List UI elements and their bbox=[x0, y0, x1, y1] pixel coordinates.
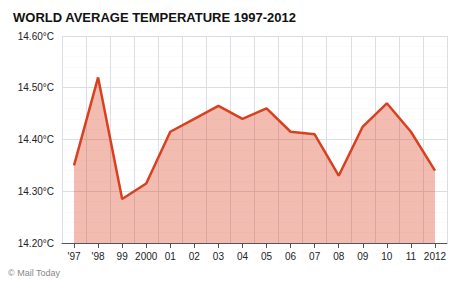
svg-text:11: 11 bbox=[406, 251, 417, 262]
svg-text:14.50°C: 14.50°C bbox=[18, 82, 54, 93]
svg-text:02: 02 bbox=[189, 251, 201, 262]
svg-text:08: 08 bbox=[333, 251, 345, 262]
svg-text:06: 06 bbox=[285, 251, 297, 262]
svg-text:14.40°C: 14.40°C bbox=[18, 134, 54, 145]
svg-text:2012: 2012 bbox=[424, 251, 447, 262]
svg-text:99: 99 bbox=[117, 251, 129, 262]
svg-text:'98: '98 bbox=[92, 251, 105, 262]
svg-text:07: 07 bbox=[309, 251, 321, 262]
svg-text:2000: 2000 bbox=[135, 251, 158, 262]
svg-text:03: 03 bbox=[213, 251, 225, 262]
svg-text:01: 01 bbox=[165, 251, 177, 262]
svg-text:04: 04 bbox=[237, 251, 249, 262]
svg-text:09: 09 bbox=[357, 251, 369, 262]
svg-text:WORLD AVERAGE TEMPERATURE 1997: WORLD AVERAGE TEMPERATURE 1997-2012 bbox=[13, 10, 296, 25]
svg-text:'97: '97 bbox=[68, 251, 81, 262]
svg-text:14.60°C: 14.60°C bbox=[18, 31, 54, 42]
svg-text:© Mail Today: © Mail Today bbox=[8, 268, 60, 278]
svg-text:14.20°C: 14.20°C bbox=[18, 238, 54, 249]
svg-text:05: 05 bbox=[261, 251, 273, 262]
svg-text:10: 10 bbox=[381, 251, 393, 262]
svg-text:14.30°C: 14.30°C bbox=[18, 186, 54, 197]
